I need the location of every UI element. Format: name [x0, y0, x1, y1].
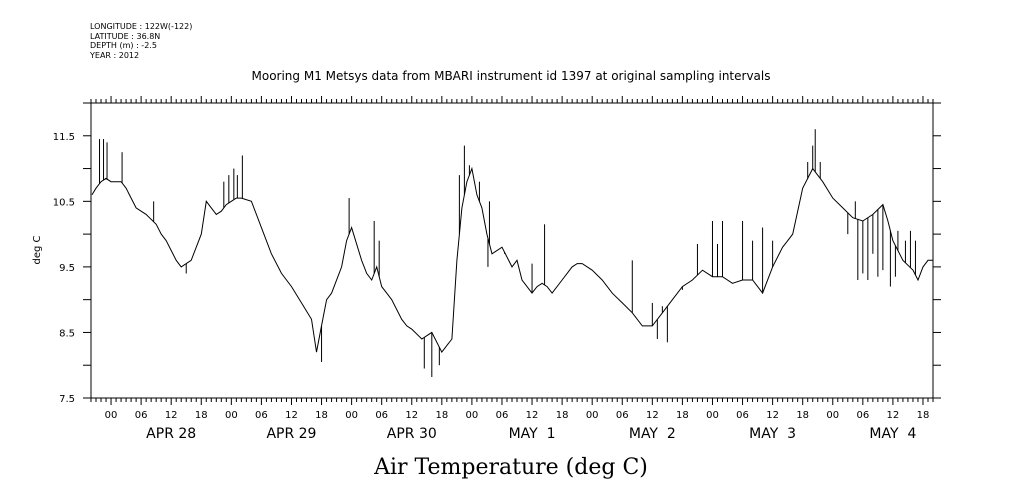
x-tick-label: 18 — [556, 410, 569, 421]
x-tick-label: 18 — [195, 410, 208, 421]
x-tick-label: 18 — [796, 410, 809, 421]
x-tick-label: 00 — [345, 410, 358, 421]
x-tick-label: 18 — [435, 410, 448, 421]
day-label: MAY 4 — [869, 426, 916, 442]
day-label: MAY 2 — [629, 426, 676, 442]
x-axis-label: Air Temperature (deg C) — [373, 455, 648, 480]
latitude-text: LATITUDE : 36.8N — [90, 31, 161, 41]
y-axis-label: deg C — [32, 235, 43, 264]
x-tick-label: 12 — [285, 410, 298, 421]
x-tick-label: 12 — [405, 410, 418, 421]
x-tick-label: 00 — [826, 410, 839, 421]
day-label: APR 30 — [387, 426, 437, 442]
y-tick-label: 9.5 — [59, 263, 75, 274]
day-label: MAY 1 — [509, 426, 556, 442]
x-tick-label: 06 — [856, 410, 869, 421]
y-tick-label: 8.5 — [59, 328, 75, 339]
longitude-text: LONGITUDE : 122W(-122) — [90, 22, 193, 31]
x-tick-label: 00 — [105, 410, 118, 421]
x-tick-label: 06 — [496, 410, 509, 421]
day-label: APR 29 — [266, 426, 316, 442]
y-tick-label: 7.5 — [59, 394, 75, 405]
x-tick-label: 00 — [225, 410, 238, 421]
x-tick-label: 12 — [766, 410, 779, 421]
x-tick-label: 06 — [375, 410, 388, 421]
day-label: MAY 3 — [749, 426, 796, 442]
metadata-block: LONGITUDE : 122W(-122) LATITUDE : 36.8N … — [90, 22, 192, 60]
x-tick-label: 00 — [586, 410, 599, 421]
day-labels: APR 28 APR 29 APR 30 MAY 1 MAY 2 MAY 3 MAY 4 — [146, 426, 916, 442]
series-line — [91, 166, 933, 354]
x-tick-label: 18 — [315, 410, 328, 421]
x-tick-label: 06 — [616, 410, 629, 421]
x-tick-label: 06 — [255, 410, 268, 421]
x-tick-label: 00 — [466, 410, 479, 421]
series-group — [91, 129, 933, 378]
chart-title: Mooring M1 Metsys data from MBARI instru… — [252, 69, 771, 83]
x-tick-label: 12 — [165, 410, 178, 421]
x-tick-label: 06 — [736, 410, 749, 421]
y-tick-label: 11.5 — [53, 132, 75, 143]
x-tick-labels: 00 06 12 18 00 06 12 18 00 06 12 18 00 06 12 18 00 06 12 18… — [105, 410, 930, 421]
year-text: YEAR : 2012 — [90, 50, 140, 60]
plot-frame — [90, 102, 934, 399]
y-tick-label: 10.5 — [53, 197, 75, 208]
x-tick-label: 12 — [526, 410, 539, 421]
y-tick-labels: 7.5 8.5 9.5 10.5 11.5 — [53, 132, 75, 405]
depth-text: DEPTH (m) : -2.5 — [90, 41, 157, 50]
x-tick-label: 18 — [676, 410, 689, 421]
x-tick-label: 12 — [887, 410, 900, 421]
x-tick-label: 12 — [646, 410, 659, 421]
axis-ticks — [83, 96, 941, 405]
x-tick-label: 18 — [917, 410, 930, 421]
x-tick-label: 06 — [135, 410, 148, 421]
x-tick-label: 00 — [706, 410, 719, 421]
day-label: APR 28 — [146, 426, 196, 442]
